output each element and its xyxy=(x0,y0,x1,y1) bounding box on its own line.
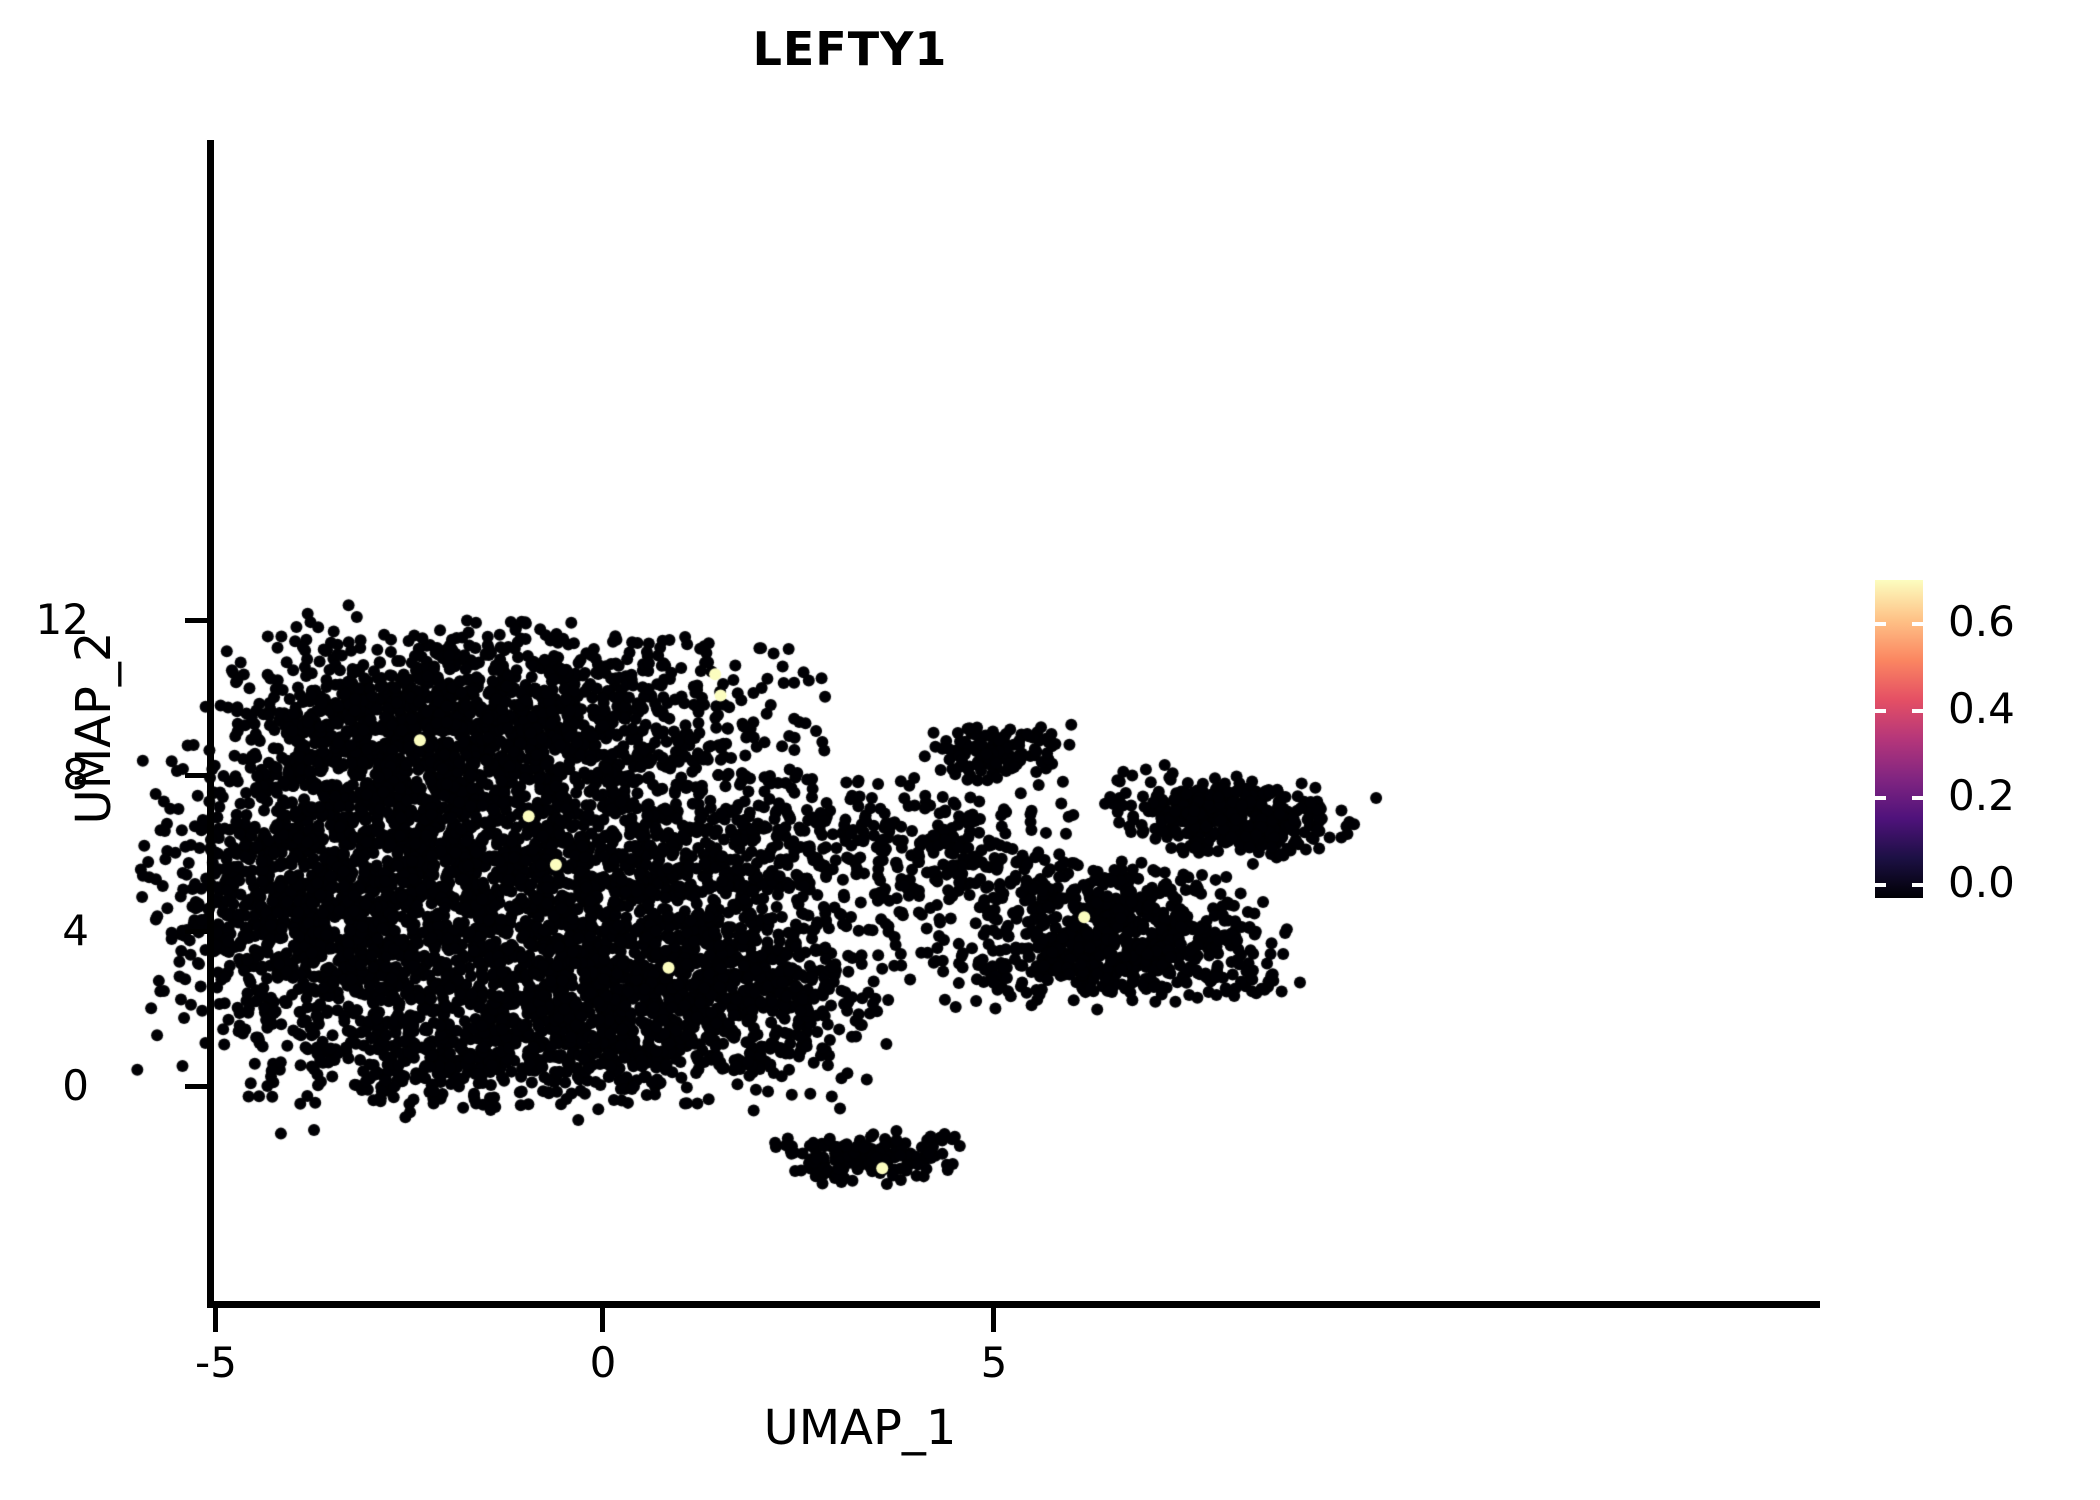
y-tick-label-4: 4 xyxy=(62,906,89,955)
colorbar-label-0.4: 0.4 xyxy=(1948,684,2015,733)
y-tick-mark-0 xyxy=(185,1084,209,1089)
x-tick-label-0: 0 xyxy=(589,1338,617,1387)
colorbar xyxy=(1875,580,1923,898)
x-axis-label: UMAP_1 xyxy=(763,1400,957,1456)
colorbar-tick-0.0-right xyxy=(1912,883,1923,887)
y-axis-label: UMAP_2 xyxy=(66,631,122,825)
colorbar-label-0.0: 0.0 xyxy=(1948,858,2015,907)
colorbar-tick-0.2-right xyxy=(1912,796,1923,800)
x-axis-spine xyxy=(207,1301,1820,1308)
y-tick-mark-12 xyxy=(185,618,209,623)
x-tick-mark-0 xyxy=(600,1308,605,1332)
colorbar-tick-0.2-left xyxy=(1875,796,1886,800)
y-tick-label-12: 12 xyxy=(35,595,89,644)
colorbar-tick-0.6-right xyxy=(1912,622,1923,626)
x-tick-mark-neg5 xyxy=(213,1308,218,1332)
y-tick-mark-4 xyxy=(185,929,209,934)
colorbar-tick-0.0-left xyxy=(1875,883,1886,887)
colorbar-tick-0.4-left xyxy=(1875,709,1886,713)
y-tick-label-0: 0 xyxy=(62,1061,89,1110)
colorbar-label-0.2: 0.2 xyxy=(1948,771,2015,820)
colorbar-tick-0.6-left xyxy=(1875,622,1886,626)
colorbar-gradient xyxy=(1875,580,1923,898)
x-tick-label-5: 5 xyxy=(980,1338,1008,1387)
y-tick-label-8: 8 xyxy=(62,750,89,799)
x-tick-label-neg5: -5 xyxy=(195,1338,237,1387)
colorbar-label-0.6: 0.6 xyxy=(1948,597,2015,646)
y-axis-spine xyxy=(207,140,214,1308)
y-tick-mark-8 xyxy=(185,773,209,778)
colorbar-tick-0.4-right xyxy=(1912,709,1923,713)
x-tick-mark-5 xyxy=(991,1308,996,1332)
